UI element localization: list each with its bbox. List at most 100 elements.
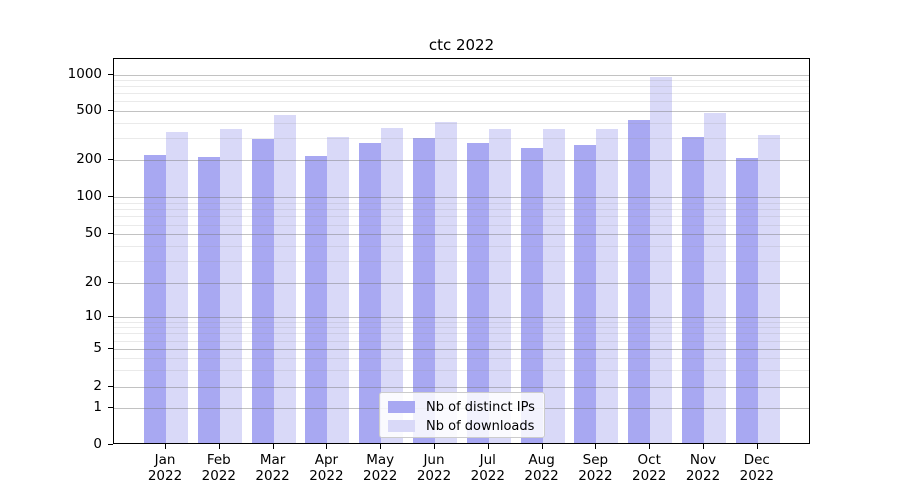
y-tick-label-100: 100: [76, 188, 102, 205]
bar-downloads-jun: [435, 122, 457, 443]
y-tick-label-2: 2: [93, 377, 102, 394]
bar-downloads-mar: [273, 114, 296, 443]
y-tick-label-20: 20: [84, 274, 102, 290]
y-tick-label-500: 500: [76, 102, 102, 118]
legend-item-downloads: Nb of downloads: [388, 417, 544, 435]
gridline-minor-80: [114, 209, 809, 211]
month-year: 2022: [255, 468, 290, 484]
bar-downloads-dec: [757, 135, 780, 443]
gridline-major-500: [114, 111, 809, 112]
gridline-minor-600: [114, 101, 809, 103]
gridline-minor-300: [114, 138, 809, 140]
x-tick-label-mar: Mar 2022: [242, 452, 304, 484]
bar-distinct-ips-jul: [466, 142, 489, 443]
x-tick-nov: [703, 444, 704, 449]
x-tick-apr: [326, 444, 328, 449]
gridline-minor-90: [114, 202, 809, 204]
month-year: 2022: [578, 468, 613, 484]
x-tick-label-jun: Jun 2022: [403, 452, 465, 484]
gridline-minor-7: [114, 333, 809, 335]
legend: Nb of distinct IPs Nb of downloads: [379, 392, 545, 438]
x-tick-may: [380, 444, 382, 449]
x-tick-label-may: May 2022: [349, 452, 411, 484]
legend-swatch-distinct-ips: [388, 401, 415, 413]
x-tick-label-aug: Aug 2022: [511, 452, 573, 484]
y-tick-10: [108, 316, 113, 317]
y-tick-5: [108, 348, 113, 349]
chart-title: ctc 2022: [428, 36, 495, 54]
gridline-minor-800: [114, 86, 809, 88]
bar-downloads-may: [381, 127, 404, 443]
month-year: 2022: [309, 468, 344, 484]
gridline-minor-8: [114, 327, 809, 329]
bar-downloads-jan: [166, 131, 188, 443]
x-tick-label-dec: Dec 2022: [726, 452, 788, 484]
bar-downloads-oct: [650, 76, 673, 443]
gridline-minor-3: [114, 370, 809, 372]
month-name: May: [366, 452, 395, 468]
gridline-minor-9: [114, 321, 809, 323]
bar-distinct-ips-apr: [305, 156, 328, 443]
gridline-major-5: [114, 349, 809, 351]
gridline-major-100: [114, 197, 809, 199]
month-year: 2022: [632, 468, 667, 484]
month-year: 2022: [685, 468, 721, 484]
legend-swatch-downloads: [388, 420, 415, 432]
y-tick-20: [108, 282, 113, 283]
bar-distinct-ips-jan: [144, 154, 166, 443]
month-name: Feb: [206, 452, 231, 468]
y-tick-label-0: 0: [93, 436, 102, 452]
x-tick-label-apr: Apr 2022: [295, 452, 357, 484]
gridline-minor-40: [114, 246, 809, 248]
gridline-major-2: [114, 386, 809, 388]
y-tick-label-5: 5: [93, 340, 102, 357]
y-tick-50: [108, 233, 113, 234]
bar-distinct-ips-nov: [682, 136, 704, 443]
y-tick-label-200: 200: [76, 150, 102, 167]
x-tick-label-jan: Jan 2022: [134, 452, 196, 484]
plot-area: [113, 58, 810, 444]
month-year: 2022: [524, 468, 559, 484]
month-name: Oct: [637, 452, 661, 468]
gridline-major-200: [114, 159, 809, 161]
y-tick-label-1000: 1000: [67, 65, 102, 82]
gridline-major-20: [114, 283, 809, 284]
gridline-minor-900: [114, 80, 809, 82]
month-name: Dec: [743, 452, 770, 468]
x-tick-label-nov: Nov 2022: [672, 452, 734, 484]
y-tick-label-10: 10: [84, 307, 102, 324]
bar-distinct-ips-mar: [251, 138, 274, 443]
x-tick-jun: [434, 444, 435, 449]
month-name: Mar: [259, 452, 286, 468]
bar-downloads-sep: [596, 128, 619, 443]
bar-downloads-aug: [542, 129, 565, 443]
month-name: Jan: [154, 452, 176, 468]
month-year: 2022: [363, 468, 398, 484]
month-name: Jul: [479, 452, 496, 468]
gridline-major-1000: [114, 74, 809, 76]
gridline-minor-70: [114, 216, 809, 218]
bar-downloads-feb: [219, 128, 242, 443]
month-year: 2022: [201, 468, 236, 484]
gridline-major-10: [114, 316, 809, 318]
bar-distinct-ips-jun: [413, 137, 435, 443]
x-tick-dec: [756, 444, 758, 449]
month-name: Apr: [314, 452, 339, 468]
bar-distinct-ips-dec: [735, 158, 758, 443]
y-tick-200: [108, 159, 113, 160]
bar-downloads-apr: [327, 136, 350, 443]
y-tick-1000: [108, 74, 113, 75]
month-year: 2022: [739, 468, 774, 484]
y-tick-2: [108, 386, 113, 387]
gridline-major-50: [114, 234, 809, 236]
x-tick-oct: [649, 444, 651, 449]
y-tick-label-1: 1: [93, 398, 102, 415]
bar-distinct-ips-may: [359, 142, 382, 443]
legend-label-distinct-ips: Nb of distinct IPs: [426, 399, 535, 415]
y-tick-0: [108, 444, 113, 445]
bar-downloads-jul: [488, 128, 511, 443]
month-name: Sep: [582, 452, 609, 468]
month-year: 2022: [470, 468, 505, 484]
legend-label-downloads: Nb of downloads: [426, 418, 535, 434]
